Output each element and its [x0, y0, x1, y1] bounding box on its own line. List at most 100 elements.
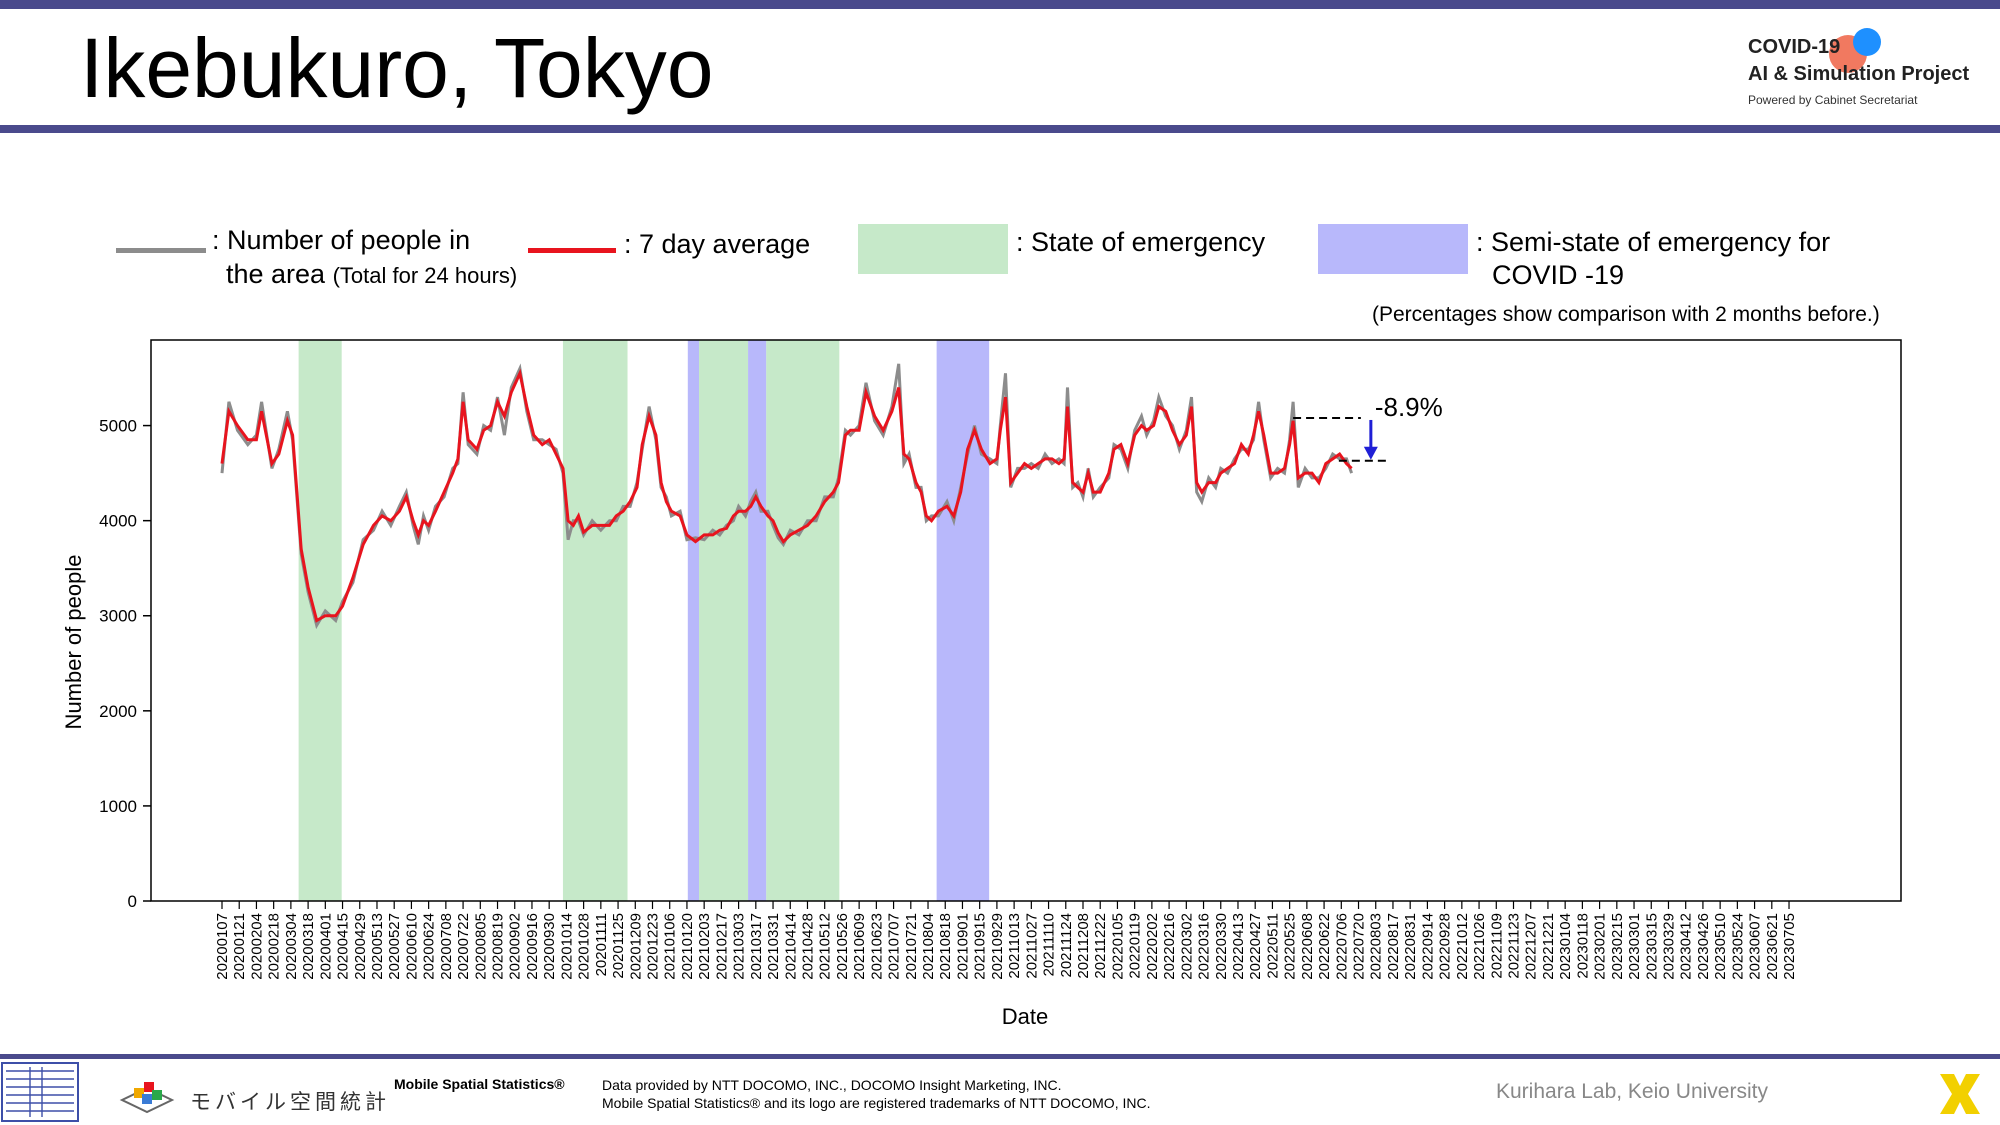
x-tick-label: 20200624 [421, 913, 438, 980]
x-tick-label: 20220817 [1385, 913, 1402, 980]
x-tick-label: 20230215 [1609, 913, 1626, 980]
mobile-spatial-jp-logo: モバイル空間統計 [190, 1091, 390, 1114]
x-tick-label: 20230301 [1626, 913, 1643, 980]
x-tick-label: 20210804 [920, 913, 937, 980]
x-tick-label: 20211208 [1075, 913, 1092, 979]
change-arrow-head [1363, 446, 1378, 460]
lab-credit: Kurihara Lab, Keio University [1496, 1080, 1768, 1103]
x-tick-label: 20200610 [403, 913, 420, 980]
x-tick-label: 20220720 [1351, 913, 1368, 980]
x-tick-label: 20230329 [1660, 913, 1677, 980]
x-tick-label: 20201223 [645, 913, 662, 980]
y-axis: 0 1000 2000 3000 4000 5000 [99, 417, 151, 911]
x-tick-label: 20201125 [610, 913, 627, 979]
y-tick-label: 5000 [99, 417, 137, 436]
x-axis: 20200107 20200121 20200204 20200218 20200304… [214, 901, 1798, 980]
x-axis-title: Date [1002, 1004, 1048, 1029]
x-tick-label: 20220706 [1333, 913, 1350, 980]
page-title: Ikebukuro, Tokyo [80, 21, 714, 115]
x-tick-label: 20221221 [1540, 913, 1557, 980]
semi-emergency-band [687, 340, 699, 901]
mobile-spatial-label: Mobile Spatial Statistics® [394, 1076, 565, 1092]
x-tick-label: 20221207 [1523, 913, 1540, 980]
x-tick-label: 20210929 [989, 913, 1006, 980]
x-tick-label: 20220413 [1230, 913, 1247, 980]
mobile-spatial-cube-icon [119, 1082, 175, 1114]
x-tick-label: 20230104 [1557, 913, 1574, 980]
logo-blue-dot [1853, 28, 1881, 56]
x-tick-label: 20220608 [1299, 913, 1316, 980]
x-tick-label: 20220622 [1316, 913, 1333, 980]
x-tick-label: 20230510 [1712, 913, 1729, 980]
x-tick-label: 20221012 [1454, 913, 1471, 980]
y-axis-title: Number of people [61, 555, 86, 730]
x-tick-label: 20200805 [472, 913, 489, 980]
x-tick-label: 20220831 [1402, 913, 1419, 980]
logo-line-2: AI & Simulation Project [1748, 63, 1970, 85]
semi-emergency-band [748, 340, 767, 901]
x-tick-label: 20210915 [972, 913, 989, 980]
x-tick-label: 20200204 [248, 913, 265, 980]
x-tick-label: 20200527 [386, 913, 403, 980]
data-credit: Data provided by NTT DOCOMO, INC., DOCOM… [602, 1076, 1150, 1112]
data-credit-line-2: Mobile Spatial Statistics® and its logo … [602, 1095, 1151, 1111]
legend-emergency-swatch [858, 224, 1008, 274]
x-tick-label: 20230412 [1678, 913, 1695, 980]
legend-avg-label: : 7 day average [624, 229, 811, 259]
x-tick-label: 20210623 [868, 913, 885, 980]
legend-avg-swatch [528, 248, 616, 253]
x-tick-label: 20220803 [1368, 913, 1385, 980]
covid-project-logo: COVID-19 AI & Simulation Project Powered… [1745, 28, 1985, 115]
x-tick-label: 20210120 [679, 913, 696, 980]
emergency-band [562, 340, 628, 901]
x-tick-label: 20220511 [1264, 913, 1281, 979]
x-tick-label: 20221026 [1471, 913, 1488, 980]
legend-raw-swatch [116, 248, 206, 253]
x-tick-label: 20200513 [369, 913, 386, 980]
x-tick-label: 20220427 [1247, 913, 1264, 980]
y-tick-label: 4000 [99, 512, 137, 531]
semi-emergency-band [936, 340, 990, 901]
x-tick-label: 20221109 [1488, 913, 1505, 979]
x-tick-label: 20200902 [507, 913, 524, 980]
x-tick-label: 20200121 [231, 913, 248, 980]
y-tick-label: 2000 [99, 702, 137, 721]
legend-emergency-label: : State of emergency [1016, 227, 1266, 257]
period-bands [298, 340, 990, 901]
x-tick-label: 20200318 [300, 913, 317, 980]
x-tick-label: 20211124 [1058, 913, 1075, 978]
x-tick-label: 20210609 [851, 913, 868, 980]
logo-line-1: COVID-19 [1748, 36, 1841, 58]
legend-raw-label: : Number of people in [212, 224, 470, 256]
x-tick-label: 20200819 [490, 913, 507, 980]
x-tick-label: 20230426 [1695, 913, 1712, 980]
x-tick-label: 20210303 [731, 913, 748, 980]
x-tick-label: 20200429 [352, 913, 369, 980]
x-tick-label: 20210217 [713, 913, 730, 980]
comparison-annotation: -8.9% [1293, 392, 1443, 462]
legend-semi-label-2: COVID -19 [1492, 260, 1625, 290]
x-tick-label: 20210526 [834, 913, 851, 980]
x-tick-label: 20200930 [541, 913, 558, 980]
x-tick-label: 20230315 [1643, 913, 1660, 980]
x-tick-label: 20210428 [799, 913, 816, 980]
x-tick-label: 20230118 [1574, 913, 1591, 979]
x-tick-label: 20210331 [765, 913, 782, 980]
x-tick-label: 20210106 [662, 913, 679, 980]
x-tick-label: 20211013 [1006, 913, 1023, 979]
emergency-band [698, 340, 749, 901]
y-tick-label: 0 [128, 892, 137, 911]
x-tick-label: 20201209 [627, 913, 644, 980]
legend-raw-line1: : Number of people in [212, 225, 471, 255]
x-tick-label: 20210721 [903, 913, 920, 980]
header-divider-bar [0, 125, 2000, 133]
x-tick-label: 20220330 [1213, 913, 1230, 980]
x-tick-label: 20220202 [1144, 913, 1161, 980]
avg-series-line [220, 368, 1353, 623]
x-tick-label: 20200722 [455, 913, 472, 980]
yellow-x-logo [1940, 1074, 1980, 1114]
ai-lab-logo [1, 1062, 79, 1122]
x-tick-label: 20220302 [1178, 913, 1195, 980]
x-tick-label: 20220216 [1161, 913, 1178, 980]
